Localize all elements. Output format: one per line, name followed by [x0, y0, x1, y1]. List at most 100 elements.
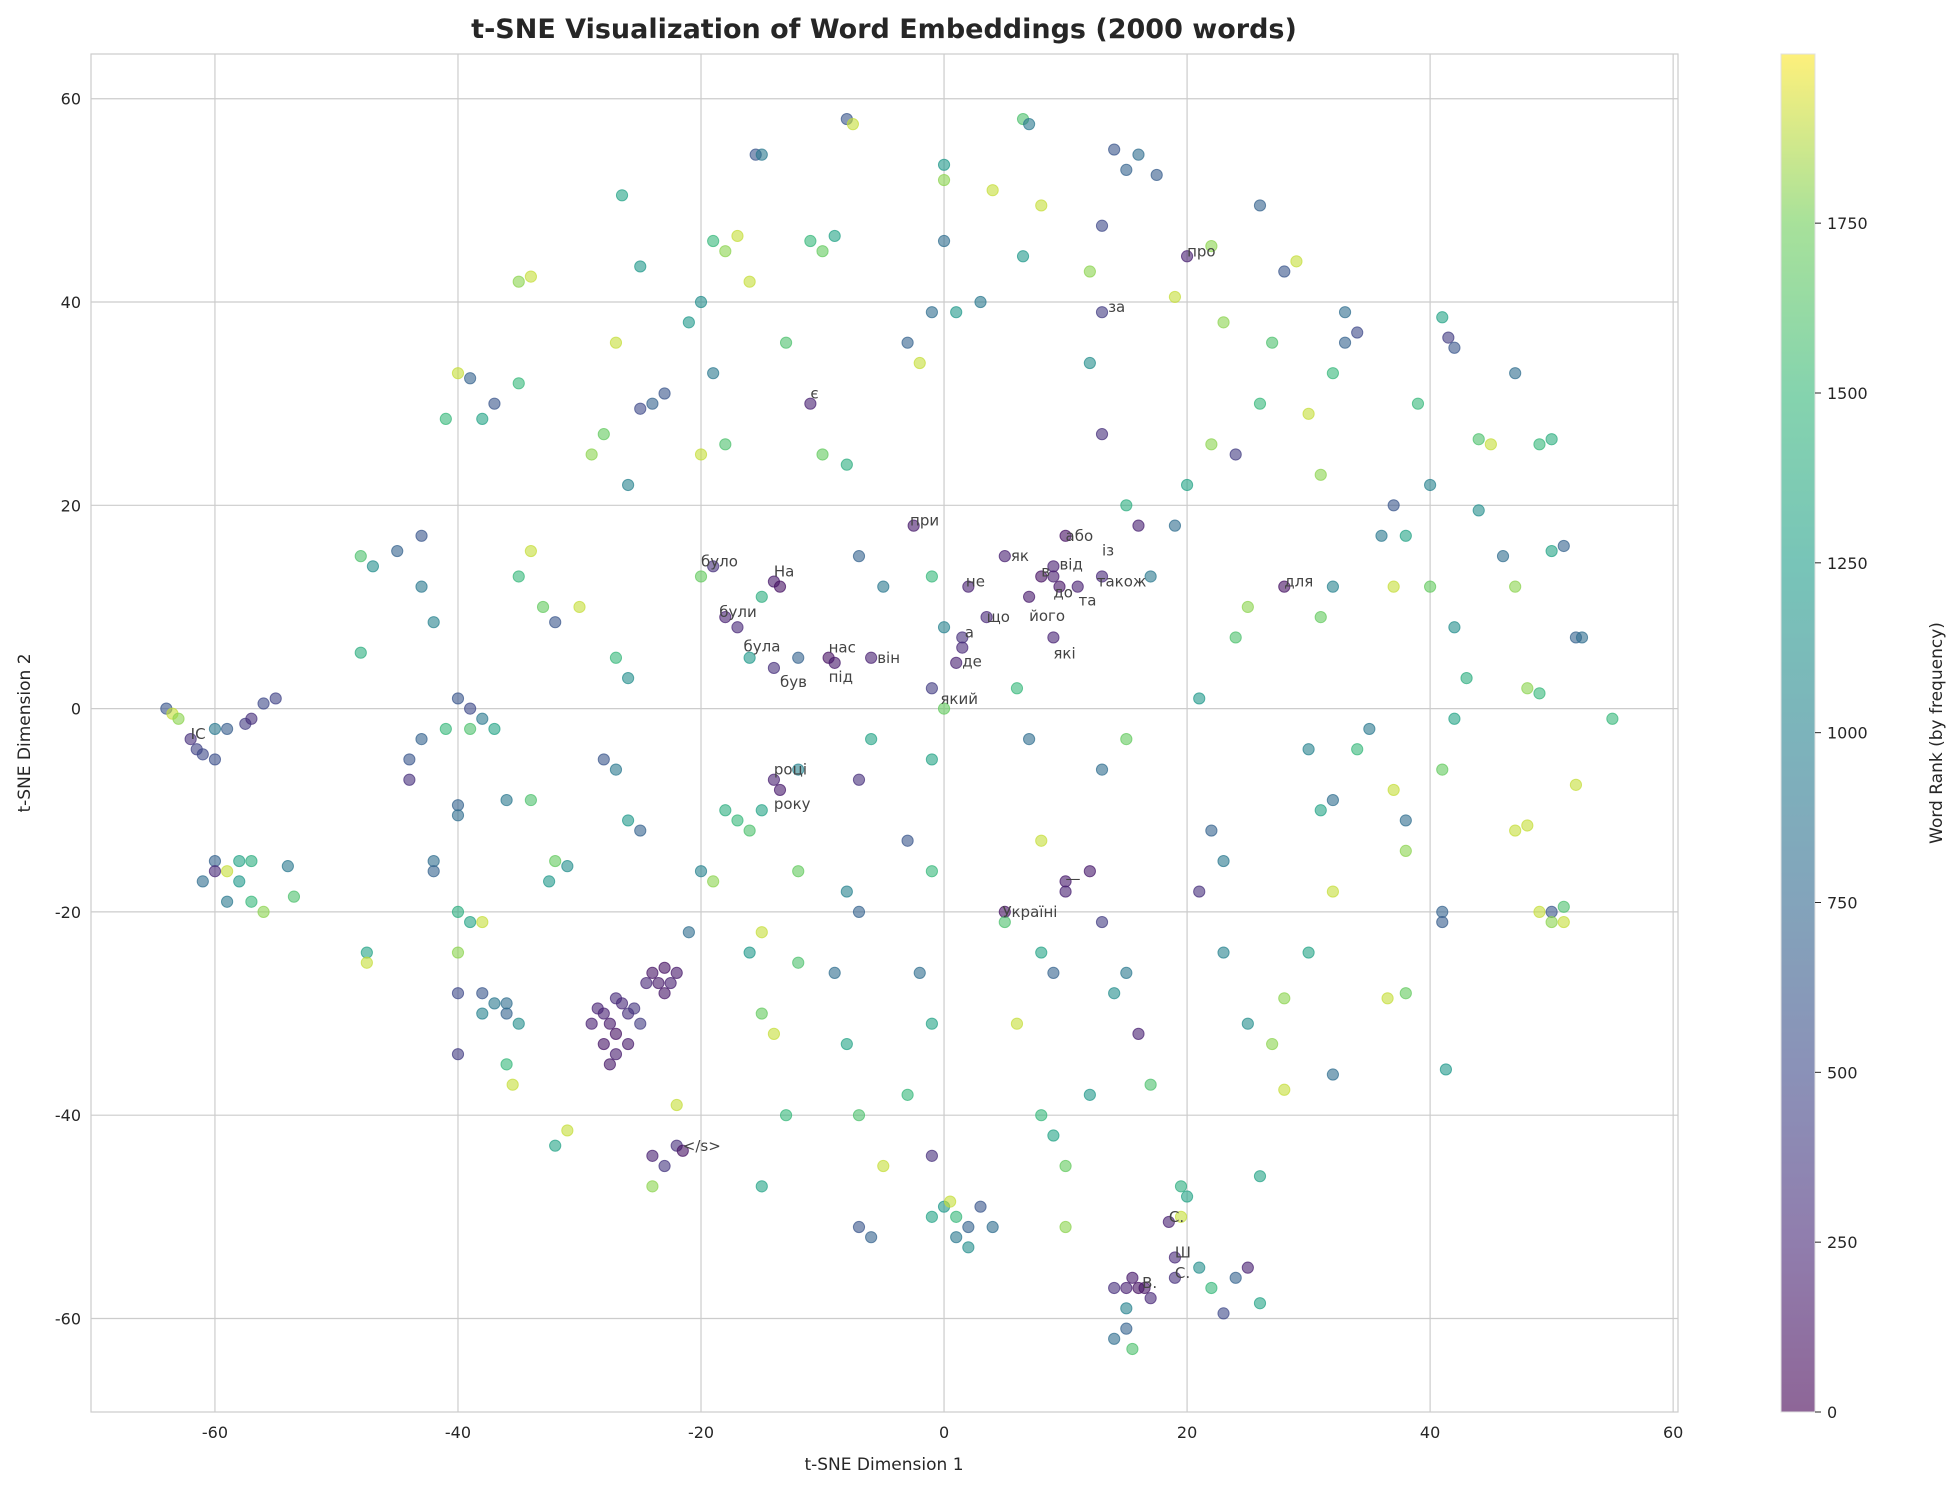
data-point — [755, 590, 768, 603]
data-point — [1180, 478, 1194, 492]
scatter-points — [160, 112, 1619, 1356]
data-point — [707, 875, 720, 888]
data-point — [1120, 163, 1133, 176]
data-point — [1381, 992, 1394, 1005]
data-point — [415, 732, 428, 746]
data-point — [925, 306, 938, 319]
data-point — [451, 692, 465, 705]
data-point — [1095, 915, 1109, 929]
data-point — [208, 865, 222, 878]
data-point — [415, 580, 428, 593]
data-point — [360, 946, 373, 959]
data-point — [731, 621, 744, 634]
data-point — [682, 926, 695, 939]
data-point — [731, 229, 744, 243]
data-point — [512, 570, 525, 583]
data-point — [1095, 428, 1109, 441]
word-annotation: також — [1097, 573, 1147, 591]
data-point — [707, 560, 720, 573]
data-point — [962, 1220, 975, 1234]
data-point — [852, 905, 866, 918]
data-point — [694, 448, 708, 461]
data-point — [1545, 433, 1558, 446]
data-point — [1302, 743, 1315, 756]
data-point — [451, 809, 465, 822]
data-point — [1120, 1302, 1133, 1315]
data-point — [646, 1149, 659, 1162]
data-point — [804, 234, 817, 248]
data-point — [184, 732, 197, 746]
data-point — [664, 976, 677, 990]
data-point — [609, 1027, 623, 1040]
word-annotation: С. — [1169, 1208, 1184, 1226]
data-point — [549, 1139, 562, 1152]
colorbar-tick-label: 1750 — [1827, 214, 1868, 233]
data-point — [998, 915, 1011, 929]
data-point — [1290, 255, 1303, 268]
data-point — [804, 397, 817, 410]
data-point — [524, 270, 537, 283]
data-point — [755, 1007, 768, 1020]
data-point — [828, 966, 841, 979]
data-point — [281, 860, 294, 873]
data-point — [676, 1144, 689, 1157]
data-point — [500, 997, 513, 1010]
colorbar-tick-label: 500 — [1827, 1063, 1858, 1082]
word-annotation: де — [962, 653, 982, 671]
data-point — [1545, 915, 1558, 929]
data-point — [476, 1007, 489, 1020]
data-point — [1108, 987, 1121, 1000]
x-tick-label: -60 — [202, 1423, 228, 1442]
data-point — [1509, 367, 1522, 380]
data-point — [865, 732, 878, 746]
data-point — [1047, 1129, 1060, 1142]
data-point — [1168, 1271, 1182, 1284]
data-point — [536, 600, 550, 614]
data-point — [1016, 250, 1030, 263]
word-annotation: від — [1059, 555, 1082, 573]
data-point — [646, 966, 659, 979]
data-point — [1035, 199, 1048, 212]
data-point — [792, 651, 805, 664]
data-point — [1266, 1037, 1279, 1051]
data-point — [1144, 570, 1157, 583]
data-point — [1168, 1251, 1182, 1264]
data-point — [1278, 992, 1291, 1005]
data-point — [354, 550, 367, 563]
data-point — [731, 814, 744, 827]
data-point — [913, 356, 926, 370]
data-point — [1509, 824, 1522, 837]
data-point — [1351, 326, 1364, 339]
data-point — [937, 158, 951, 171]
data-point — [901, 1088, 914, 1101]
data-point — [1023, 732, 1036, 746]
data-point — [658, 1159, 671, 1173]
data-point — [597, 753, 610, 766]
data-point — [640, 976, 653, 990]
data-point — [773, 783, 787, 797]
data-point — [877, 580, 890, 593]
data-point — [524, 793, 537, 807]
data-point — [840, 458, 853, 471]
data-point — [743, 651, 756, 664]
data-point — [1399, 987, 1412, 1000]
data-point — [1126, 1271, 1139, 1284]
data-point — [609, 992, 623, 1005]
data-point — [233, 875, 246, 888]
data-point — [464, 372, 477, 385]
data-point — [1338, 306, 1352, 319]
data-point — [257, 697, 270, 710]
data-point — [1575, 631, 1589, 644]
data-point — [245, 712, 258, 725]
data-point — [1162, 1215, 1175, 1229]
data-point — [646, 1180, 659, 1193]
data-point — [1132, 519, 1145, 532]
y-axis-label: t-SNE Dimension 2 — [15, 653, 35, 812]
data-point — [634, 260, 647, 273]
data-point — [1241, 1017, 1254, 1030]
data-point — [767, 661, 781, 675]
data-point — [998, 550, 1011, 563]
data-point — [1436, 905, 1449, 918]
data-point — [658, 987, 671, 1000]
data-point — [464, 915, 477, 929]
